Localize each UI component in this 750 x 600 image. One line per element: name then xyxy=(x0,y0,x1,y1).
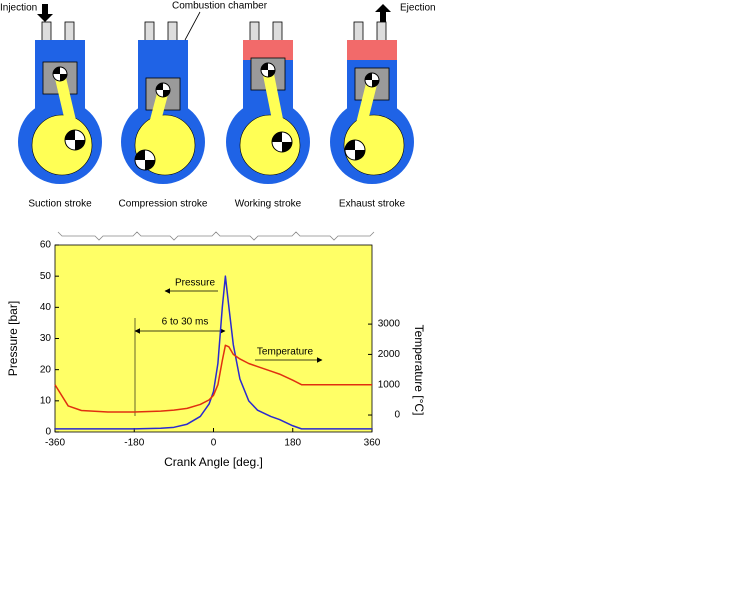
series-line xyxy=(54,344,372,413)
head xyxy=(138,40,188,48)
crank-pin-quarter xyxy=(135,150,145,160)
head xyxy=(35,40,85,48)
stroke-label: Compression stroke xyxy=(119,199,208,210)
y-tick-label: 30 xyxy=(40,333,52,344)
ejection-label: Ejection xyxy=(400,3,436,14)
crank-pin-quarter xyxy=(163,90,170,97)
annotation: 6 to 30 ms xyxy=(162,317,209,328)
rod xyxy=(349,76,378,156)
x-tick-label: -360 xyxy=(45,438,65,449)
combustion-chamber-label: Combustion chamber xyxy=(172,1,268,12)
crank-pin-quarter xyxy=(372,80,379,87)
valve xyxy=(376,21,387,43)
x-tick-label: 360 xyxy=(364,438,381,449)
chart: -360 -180 0 180 360 0 10 20 30 40 50 60 0 1000 2000 300… xyxy=(6,240,426,470)
valve xyxy=(353,21,364,43)
crank-pin-quarter xyxy=(75,140,85,150)
rod xyxy=(139,86,169,166)
valve xyxy=(167,21,178,43)
engine-diagrams: Suction stroke Compression stroke Working … xyxy=(18,21,414,210)
y-tick-label: 50 xyxy=(40,271,52,282)
y2-tick-label: 3000 xyxy=(378,319,401,330)
y2-axis-label: Temperature [°C] xyxy=(412,325,426,416)
y-tick-label: 10 xyxy=(40,395,52,406)
valve xyxy=(272,21,283,43)
crank-pin-quarter xyxy=(355,150,365,160)
head xyxy=(347,40,397,60)
x-tick-label: 180 xyxy=(284,438,301,449)
series-line xyxy=(55,275,372,430)
valve xyxy=(144,21,155,43)
x-tick-label: -180 xyxy=(124,438,144,449)
valve xyxy=(249,21,260,43)
rod xyxy=(262,66,288,148)
crank-pin-quarter xyxy=(261,63,268,70)
y2-tick-label: 2000 xyxy=(378,349,401,360)
crank-pin-quarter xyxy=(145,160,155,170)
x-tick-label: 0 xyxy=(211,438,217,449)
crank-pin-quarter xyxy=(156,83,163,90)
crank-pin-quarter xyxy=(365,73,372,80)
y-tick-label: 0 xyxy=(45,427,51,438)
stroke-label: Working stroke xyxy=(235,199,302,210)
injection-arrow xyxy=(37,4,53,22)
injection-label: Injection xyxy=(0,3,37,14)
annotation: Pressure xyxy=(175,278,215,289)
y-tick-label: 40 xyxy=(40,302,52,313)
y2-tick-label: 1000 xyxy=(378,379,401,390)
plot-area xyxy=(54,244,373,433)
valve xyxy=(64,21,75,43)
crank-pin-quarter xyxy=(60,74,67,81)
leader-line xyxy=(184,11,201,41)
rod xyxy=(54,70,81,146)
crank-pin-quarter xyxy=(345,140,355,150)
x-axis-label: Crank Angle [deg.] xyxy=(164,455,263,469)
y-axis-label: Pressure [bar] xyxy=(6,301,20,376)
ejection-arrow xyxy=(375,4,391,22)
y2-tick-label: 0 xyxy=(394,410,400,421)
crank-pin-quarter xyxy=(272,132,282,142)
crank-pin-quarter xyxy=(53,67,60,74)
annotation: Temperature xyxy=(257,347,314,358)
crank-pin-quarter xyxy=(282,142,292,152)
valve xyxy=(41,21,52,43)
stroke-label: Suction stroke xyxy=(28,199,92,210)
crank-pin-quarter xyxy=(65,130,75,140)
stroke-label: Exhaust stroke xyxy=(339,199,406,210)
crank-pin-quarter xyxy=(268,70,275,77)
head xyxy=(243,40,293,60)
y-tick-label: 20 xyxy=(40,364,52,375)
stroke-brackets xyxy=(57,231,375,241)
y-tick-label: 60 xyxy=(40,240,52,251)
